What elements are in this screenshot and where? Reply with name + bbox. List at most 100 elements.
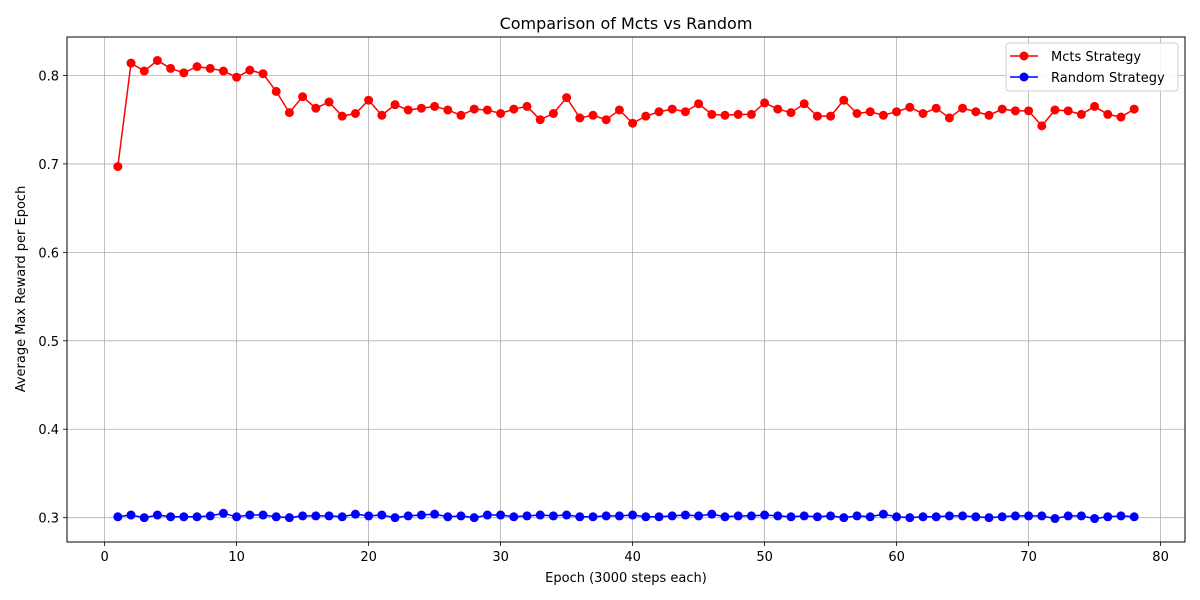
- data-point-mcts: [350, 109, 360, 118]
- data-point-mcts: [416, 103, 426, 113]
- data-point-random: [456, 511, 466, 521]
- data-point-mcts: [1129, 104, 1139, 114]
- data-point-random: [364, 511, 374, 521]
- data-point-random: [311, 511, 321, 521]
- data-point-mcts: [614, 105, 624, 115]
- x-tick-label: 10: [228, 550, 245, 565]
- data-point-random: [192, 512, 202, 522]
- x-tick-label: 60: [888, 550, 905, 565]
- data-point-random: [522, 511, 532, 521]
- data-point-mcts: [878, 110, 888, 120]
- data-point-mcts: [654, 107, 664, 117]
- data-point-random: [482, 510, 492, 520]
- chart-title: Comparison of Mcts vs Random: [500, 14, 753, 33]
- data-point-random: [1129, 512, 1139, 522]
- data-point-random: [826, 511, 836, 521]
- x-tick-label: 0: [100, 550, 108, 565]
- data-point-mcts: [311, 103, 321, 113]
- data-point-mcts: [1090, 101, 1100, 111]
- data-point-mcts: [865, 107, 875, 117]
- data-point-random: [892, 512, 902, 522]
- data-point-mcts: [535, 115, 545, 125]
- data-point-mcts: [812, 111, 822, 121]
- data-point-mcts: [746, 109, 756, 119]
- data-point-mcts: [931, 103, 941, 113]
- data-point-mcts: [271, 86, 281, 96]
- data-point-mcts: [694, 99, 704, 109]
- data-point-random: [548, 511, 558, 521]
- data-point-random: [324, 511, 334, 521]
- data-point-random: [1037, 511, 1047, 521]
- data-point-mcts: [628, 118, 638, 128]
- data-point-mcts: [1103, 109, 1113, 119]
- data-point-random: [377, 510, 387, 520]
- data-point-random: [680, 510, 690, 520]
- data-point-random: [416, 510, 426, 520]
- data-point-random: [1103, 512, 1113, 522]
- data-point-random: [443, 512, 453, 522]
- legend-label-mcts: Mcts Strategy: [1051, 50, 1141, 65]
- y-tick-label: 0.8: [38, 69, 59, 84]
- x-tick-label: 30: [492, 550, 509, 565]
- legend-marker-random: [1019, 72, 1029, 82]
- data-point-random: [641, 512, 651, 522]
- data-point-mcts: [377, 110, 387, 120]
- data-point-random: [337, 512, 347, 522]
- data-point-mcts: [390, 100, 400, 110]
- y-tick-label: 0.3: [38, 512, 59, 527]
- data-point-random: [232, 512, 242, 522]
- data-point-random: [179, 512, 189, 522]
- data-point-random: [403, 511, 413, 521]
- data-point-random: [984, 513, 994, 523]
- data-point-mcts: [1050, 105, 1060, 115]
- series-mcts: [113, 55, 1139, 172]
- data-point-random: [614, 511, 624, 521]
- x-tick-label: 70: [1020, 550, 1037, 565]
- legend: Mcts Strategy Random Strategy: [1005, 42, 1179, 92]
- data-point-mcts: [403, 105, 413, 115]
- data-point-random: [931, 512, 941, 522]
- data-point-random: [839, 513, 849, 523]
- data-point-random: [654, 512, 664, 522]
- data-point-random: [1116, 511, 1126, 521]
- data-point-random: [694, 511, 704, 521]
- data-point-mcts: [733, 109, 743, 119]
- data-point-mcts: [245, 65, 255, 75]
- data-point-random: [271, 512, 281, 522]
- data-point-random: [720, 512, 730, 522]
- data-point-random: [1050, 514, 1060, 524]
- data-point-mcts: [139, 66, 149, 76]
- data-point-random: [350, 509, 360, 519]
- data-point-random: [218, 508, 228, 518]
- data-point-mcts: [522, 101, 532, 111]
- data-point-mcts: [997, 104, 1007, 114]
- data-point-mcts: [430, 101, 440, 111]
- data-point-mcts: [179, 68, 189, 78]
- data-point-mcts: [232, 72, 242, 82]
- data-point-mcts: [707, 109, 717, 119]
- legend-marker-mcts: [1019, 51, 1029, 61]
- data-point-random: [113, 512, 123, 522]
- legend-box: [1005, 42, 1179, 92]
- y-axis-title: Average Max Reward per Epoch: [14, 186, 29, 393]
- data-point-mcts: [1010, 106, 1020, 116]
- data-point-mcts: [971, 107, 981, 117]
- data-point-mcts: [799, 99, 809, 109]
- x-tick-label: 20: [360, 550, 377, 565]
- data-point-random: [126, 510, 136, 520]
- data-point-mcts: [496, 109, 506, 118]
- data-point-mcts: [324, 97, 334, 107]
- data-point-random: [1063, 511, 1073, 521]
- data-point-random: [707, 509, 717, 519]
- data-point-mcts: [562, 93, 572, 103]
- y-tick-label: 0.5: [38, 335, 59, 350]
- data-point-random: [284, 513, 294, 523]
- data-point-random: [799, 511, 809, 521]
- data-point-mcts: [588, 110, 598, 120]
- legend-label-random: Random Strategy: [1051, 71, 1165, 86]
- data-point-mcts: [667, 104, 677, 114]
- data-point-mcts: [456, 110, 466, 120]
- data-point-random: [812, 512, 822, 522]
- data-point-mcts: [218, 66, 228, 76]
- data-point-mcts: [166, 63, 176, 73]
